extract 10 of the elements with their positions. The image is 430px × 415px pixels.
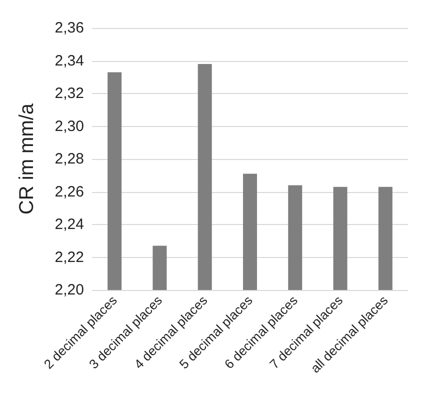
y-tick-label: 2,30 [54, 118, 84, 135]
y-tick-label: 2,32 [54, 85, 84, 102]
y-tick-label: 2,24 [54, 216, 84, 233]
y-axis-title: CR im mm/a [16, 102, 38, 215]
y-tick-label: 2,28 [54, 150, 84, 168]
y-tick-label: 2,36 [54, 20, 84, 36]
y-tick-label: 2,22 [54, 248, 84, 266]
y-tick-label: 2,26 [54, 183, 84, 200]
y-tick-label: 2,34 [54, 52, 84, 70]
y-tick-label: 2,20 [54, 282, 84, 298]
